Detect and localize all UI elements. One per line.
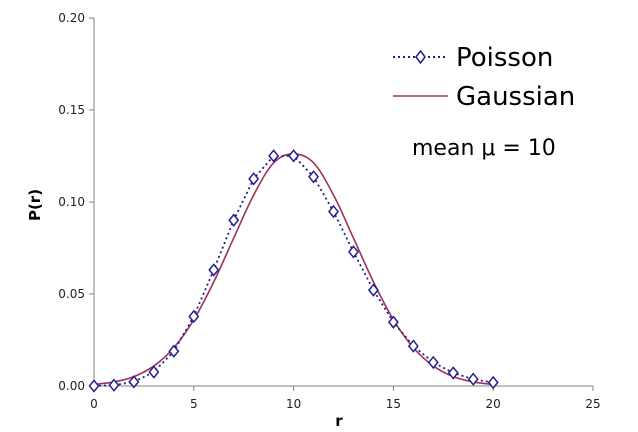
y-tick-label: 0.20 bbox=[58, 11, 85, 25]
poisson-point bbox=[248, 172, 260, 186]
poisson-point bbox=[387, 315, 399, 329]
legend-poisson-marker bbox=[415, 49, 426, 65]
poisson-point bbox=[208, 263, 220, 277]
gaussian-line bbox=[93, 152, 494, 386]
legend-poisson-label: Poisson bbox=[456, 43, 553, 73]
poisson-point bbox=[348, 245, 359, 259]
x-tick-label: 15 bbox=[386, 397, 401, 411]
poisson-point bbox=[407, 339, 419, 353]
y-axis-ticks: 0.00 0.05 0.10 0.15 0.20 bbox=[58, 11, 94, 393]
poisson-point bbox=[268, 149, 280, 163]
y-tick-label: 0.00 bbox=[58, 379, 85, 393]
y-tick-label: 0.15 bbox=[58, 103, 85, 117]
poisson-point bbox=[128, 375, 140, 389]
x-axis-label: r bbox=[335, 412, 343, 430]
poisson-point bbox=[367, 283, 379, 297]
poisson-point bbox=[148, 365, 160, 379]
mean-annotation: mean μ = 10 bbox=[412, 136, 556, 161]
poisson-point bbox=[228, 213, 240, 227]
x-axis-ticks: 0 5 10 15 20 25 bbox=[90, 386, 601, 411]
legend: Poisson Gaussian bbox=[393, 43, 575, 112]
poisson-point bbox=[467, 372, 479, 386]
poisson-point bbox=[168, 344, 180, 358]
x-tick-label: 25 bbox=[585, 397, 600, 411]
poisson-point bbox=[308, 170, 320, 184]
poisson-point bbox=[88, 379, 100, 393]
x-tick-label: 20 bbox=[486, 397, 501, 411]
legend-gaussian-label: Gaussian bbox=[456, 82, 575, 112]
x-tick-label: 10 bbox=[286, 397, 301, 411]
poisson-point bbox=[288, 149, 300, 163]
y-tick-label: 0.05 bbox=[58, 287, 85, 301]
poisson-point bbox=[108, 378, 120, 392]
x-tick-label: 5 bbox=[190, 397, 198, 411]
series-layer bbox=[88, 149, 499, 393]
poisson-point bbox=[487, 375, 499, 390]
poisson-point bbox=[188, 309, 200, 324]
poisson-point bbox=[427, 355, 439, 370]
y-tick-label: 0.10 bbox=[58, 195, 85, 209]
poisson-point bbox=[447, 366, 459, 380]
poisson-point bbox=[328, 204, 339, 219]
y-axis-label: P(r) bbox=[26, 189, 44, 221]
poisson-line bbox=[93, 154, 494, 387]
x-tick-label: 0 bbox=[90, 397, 98, 411]
